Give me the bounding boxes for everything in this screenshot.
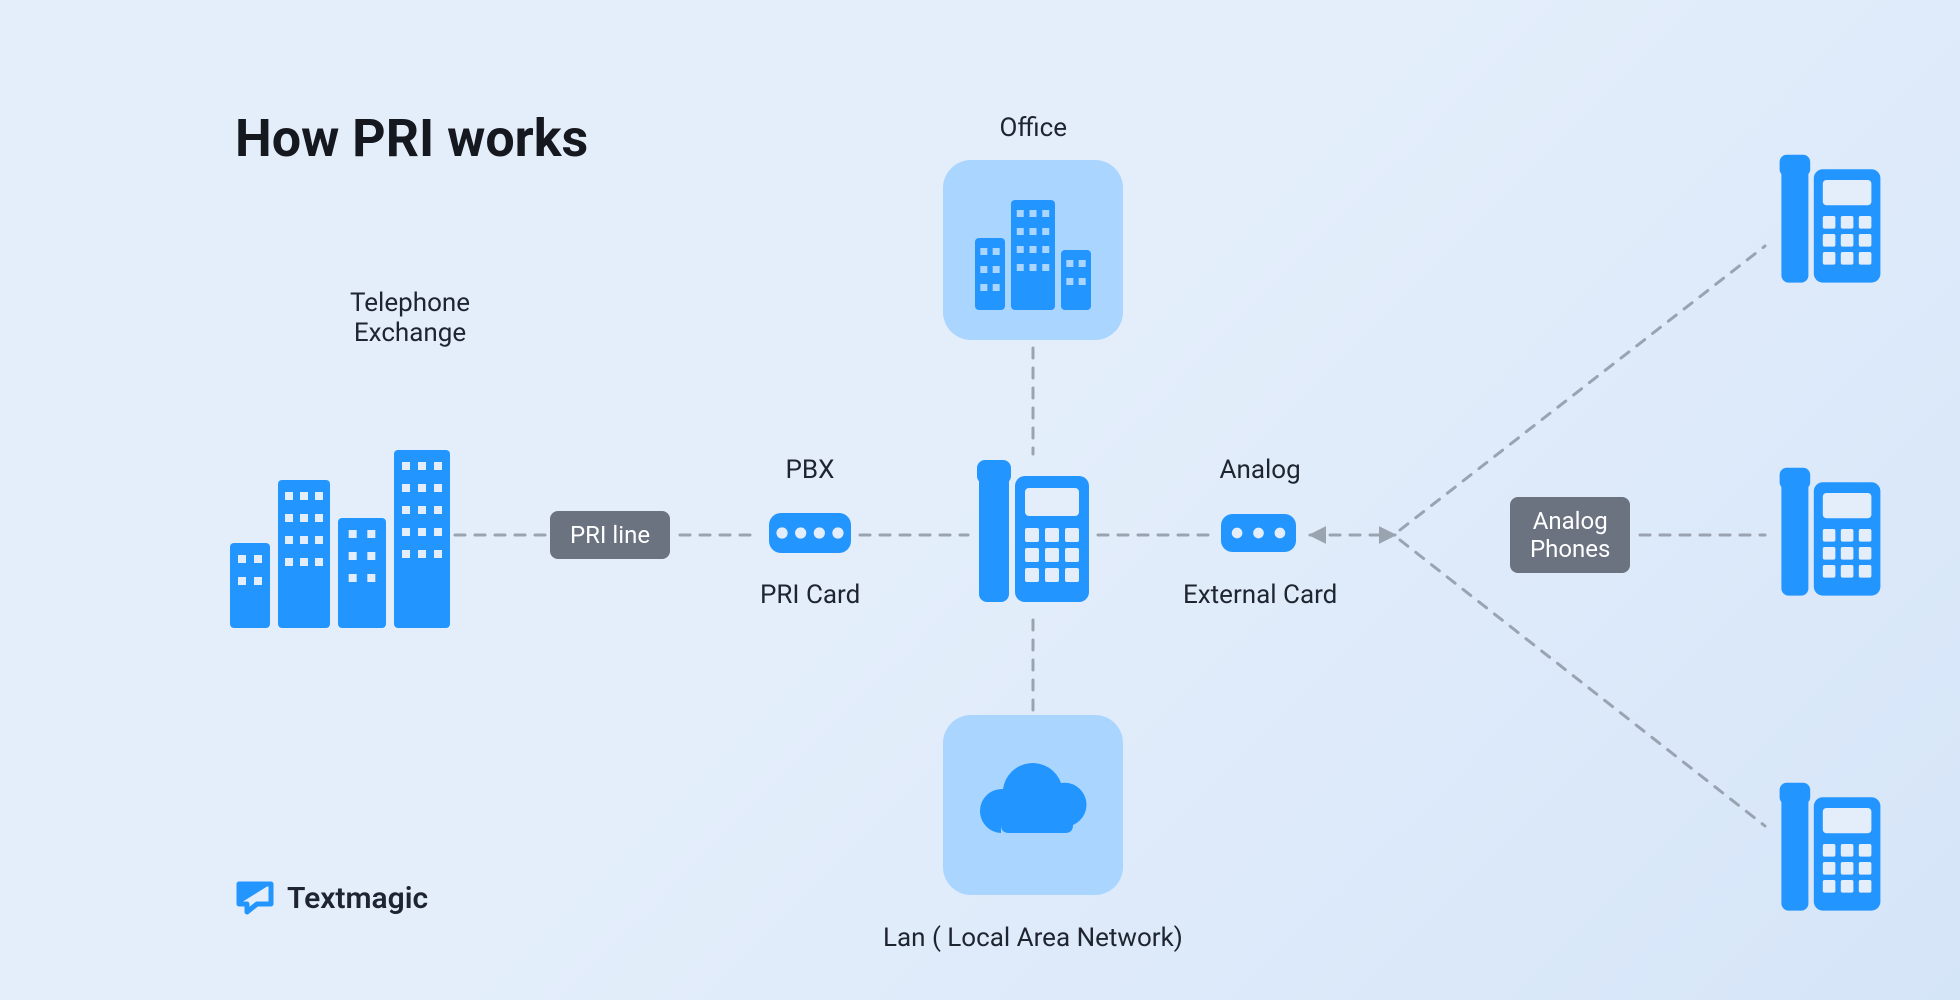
buildings-icon	[230, 438, 450, 632]
office-icon	[943, 160, 1123, 340]
label-office: Office	[1000, 113, 1067, 143]
label-analog: Analog	[1220, 455, 1301, 485]
pill-pri-line: PRI line	[550, 511, 670, 559]
phone-icon	[1776, 781, 1884, 920]
card-icon	[769, 513, 851, 557]
label-pbx: PBX	[786, 455, 835, 485]
label-external-card: External Card	[1183, 580, 1337, 610]
cloud-icon	[943, 715, 1123, 895]
phone-icon	[1776, 153, 1884, 292]
page-title: How PRI works	[235, 108, 588, 169]
label-pri-card: PRI Card	[760, 580, 860, 610]
diagram-canvas: How PRI works Telephone Exchange PBX PRI Ca…	[0, 0, 1960, 1000]
label-telephone-exchange: Telephone Exchange	[350, 288, 470, 348]
phone-icon	[1776, 466, 1884, 605]
brand-logo: Textmagic	[235, 880, 428, 916]
pill-analog-phones: Analog Phones	[1510, 497, 1630, 573]
card-icon	[1221, 514, 1296, 556]
label-lan: Lan ( Local Area Network)	[883, 923, 1183, 953]
phone-icon	[973, 458, 1093, 612]
brand-text: Textmagic	[287, 881, 428, 916]
